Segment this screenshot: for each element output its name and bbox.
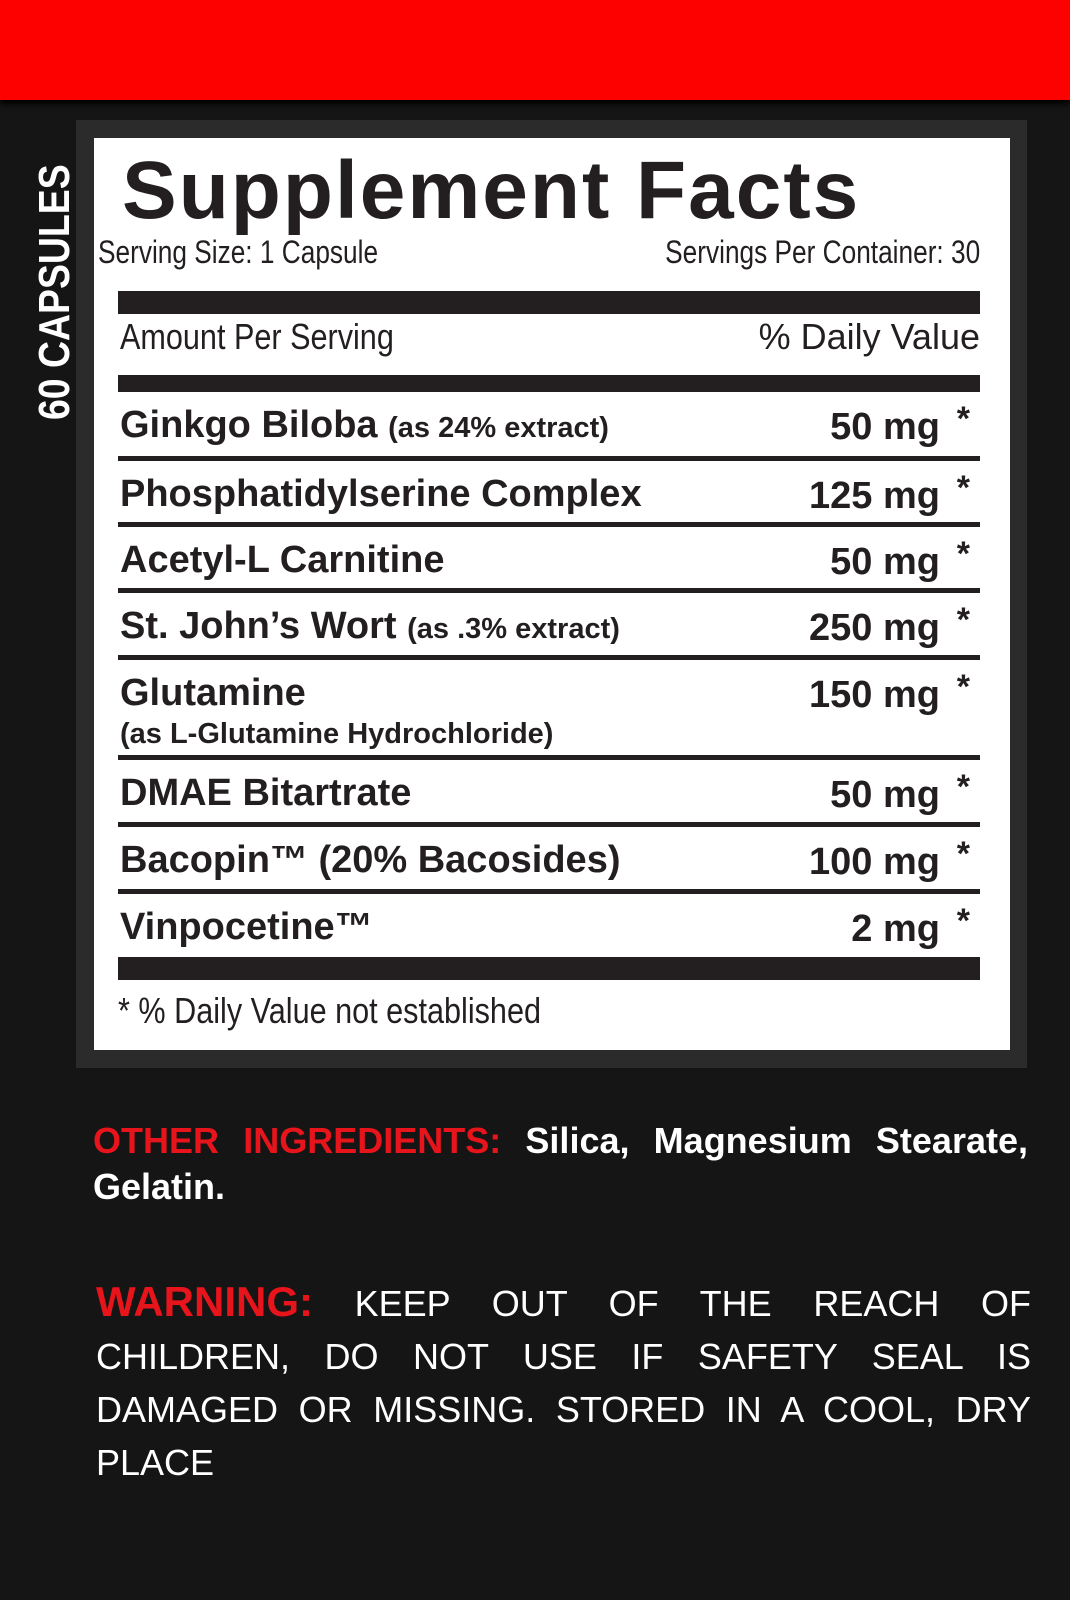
warning-text: KEEP OUT OF THE REACH OF CHILDREN, DO NO… <box>96 1283 1031 1483</box>
ingredient-note: (as 24% extract) <box>388 412 609 444</box>
other-ingredients-text: Silica, Magnesium Stearate, Gelatin. <box>93 1120 1028 1207</box>
daily-value: * <box>956 835 970 873</box>
ingredient-name-text: Glutamine <box>120 672 306 714</box>
ingredient-name-text: Vinpocetine™ <box>120 906 373 948</box>
ingredient-amount: 50 mg <box>830 406 940 448</box>
ingredient-name: Ginkgo Biloba (as 24% extract) <box>120 404 609 447</box>
ingredient-amount: 250 mg <box>809 607 940 649</box>
row-divider <box>118 655 980 660</box>
daily-value: * <box>956 400 970 438</box>
ingredient-name: St. John’s Wort (as .3% extract) <box>120 605 620 648</box>
amount-header: Amount Per Serving <box>120 316 394 357</box>
ingredient-name: Glutamine <box>120 672 306 715</box>
top-red-band <box>0 0 1070 100</box>
capsule-count-label: 60 CAPSULES <box>30 164 79 420</box>
serving-size: Serving Size: 1 Capsule <box>98 234 379 270</box>
ingredient-name: Phosphatidylserine Complex <box>120 473 642 516</box>
warning: WARNING: KEEP OUT OF THE REACH OF CHILDR… <box>96 1275 1031 1489</box>
daily-value: * <box>956 535 970 573</box>
dv-header: % Daily Value <box>758 316 980 357</box>
divider-thick <box>118 957 980 980</box>
daily-value: * <box>956 902 970 940</box>
ingredient-amount: 125 mg <box>809 475 940 517</box>
ingredient-amount: 50 mg <box>830 541 940 583</box>
servings-per-container: Servings Per Container: 30 <box>664 234 980 270</box>
ingredient-name-text: St. John’s Wort <box>120 605 397 647</box>
row-divider <box>118 588 980 593</box>
ingredient-name-text: Acetyl-L Carnitine <box>120 539 445 581</box>
ingredient-amount: 50 mg <box>830 774 940 816</box>
ingredient-name: Acetyl-L Carnitine <box>120 539 444 582</box>
daily-value: * <box>956 768 970 806</box>
divider-thick <box>118 291 980 314</box>
ingredient-name: Vinpocetine™ <box>120 906 373 949</box>
row-divider <box>118 822 980 827</box>
other-ingredients-label: OTHER INGREDIENTS: <box>93 1120 502 1161</box>
daily-value: * <box>956 469 970 507</box>
divider-medium <box>118 375 980 392</box>
row-divider <box>118 522 980 527</box>
ingredient-amount: 150 mg <box>809 674 940 716</box>
ingredient-amount: 2 mg <box>851 908 940 950</box>
daily-value: * <box>956 601 970 639</box>
ingredient-name: DMAE Bitartrate <box>120 772 411 815</box>
warning-label: WARNING: <box>96 1278 313 1325</box>
row-divider <box>118 755 980 760</box>
footnote: * % Daily Value not established <box>118 990 541 1031</box>
row-divider <box>118 889 980 894</box>
supplement-facts-panel: Supplement Facts Serving Size: 1 Capsule… <box>94 138 1010 1050</box>
ingredient-note: (as L-Glutamine Hydrochloride) <box>120 718 554 750</box>
ingredient-name-text: Ginkgo Biloba <box>120 404 378 446</box>
daily-value: * <box>956 668 970 706</box>
ingredient-name: Bacopin™ (20% Bacosides) <box>120 839 620 882</box>
ingredient-name-text: DMAE Bitartrate <box>120 772 412 814</box>
ingredient-name-text: Phosphatidylserine Complex <box>120 473 642 515</box>
ingredient-note: (as .3% extract) <box>407 613 620 645</box>
row-divider <box>118 456 980 461</box>
ingredient-name-text: Bacopin™ (20% Bacosides) <box>120 839 621 881</box>
ingredient-amount: 100 mg <box>809 841 940 883</box>
other-ingredients: OTHER INGREDIENTS: Silica, Magnesium Ste… <box>93 1118 1028 1210</box>
facts-title: Supplement Facts <box>122 145 861 236</box>
